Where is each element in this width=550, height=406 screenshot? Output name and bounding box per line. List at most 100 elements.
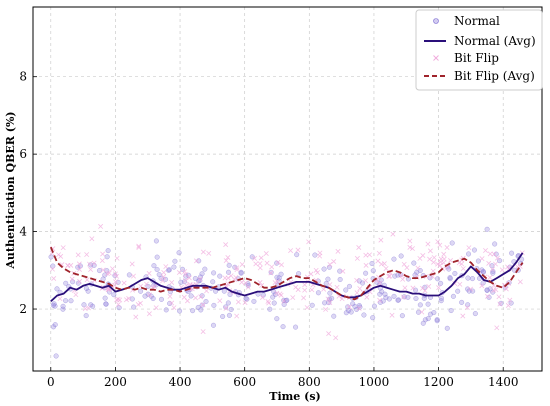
bitflip-point	[217, 298, 223, 304]
series-lines	[49, 246, 524, 302]
normal-point	[83, 313, 89, 319]
bitflip-point	[499, 267, 505, 273]
normal-point	[63, 280, 69, 286]
bitflip-point	[503, 286, 509, 292]
bitflip-point	[75, 252, 81, 258]
normal-point	[103, 301, 109, 307]
normal-point	[391, 256, 397, 262]
bitflip-scatter	[49, 223, 525, 341]
bitflip-point	[252, 255, 258, 261]
bitflip-point	[494, 325, 500, 331]
bitflip-point	[487, 275, 493, 280]
bitflip-point	[356, 305, 362, 311]
bitflip-point	[466, 245, 472, 251]
bitflip-point	[438, 256, 444, 262]
legend-bitflip-avg-label: Bit Flip (Avg)	[454, 69, 535, 83]
x-tick-label: 400	[169, 375, 192, 389]
normal-point	[417, 302, 423, 308]
normal-point	[226, 312, 232, 318]
bitflip-point	[200, 302, 206, 308]
bitflip-point	[340, 268, 346, 274]
x-axis-label: Time (s)	[269, 390, 320, 403]
bitflip-point	[163, 264, 169, 270]
bitflip-point	[331, 259, 337, 265]
normal-point	[178, 279, 184, 285]
normal-point	[415, 309, 422, 315]
bitflip-point	[505, 303, 511, 308]
bitflip-point	[197, 276, 203, 282]
bitflip-point	[483, 247, 489, 253]
bitflip-point	[327, 282, 333, 288]
legend-bitflip-label: Bit Flip	[454, 51, 499, 65]
bitflip-point	[182, 271, 188, 277]
bitflip-point	[88, 267, 94, 273]
bitflip-point	[136, 243, 142, 249]
normal-point	[171, 264, 177, 270]
bitflip-point	[264, 260, 270, 266]
bitflip-point	[333, 335, 339, 341]
bitflip-point	[401, 294, 407, 300]
normal-point	[60, 303, 66, 309]
bitflip-point	[257, 265, 263, 271]
normal-point	[196, 258, 202, 264]
bitflip-point	[288, 248, 294, 254]
bitflip-point	[407, 244, 413, 250]
bitflip-point	[464, 305, 470, 311]
bitflip-point	[114, 273, 120, 279]
bitflip-point	[415, 265, 421, 271]
bitflip-point	[161, 270, 167, 276]
normal-point	[421, 295, 427, 301]
normal-point	[163, 307, 169, 313]
bitflip-point	[130, 273, 136, 279]
bitflip-point	[377, 297, 383, 303]
bitflip-point	[274, 279, 280, 285]
legend-normal-marker	[433, 18, 439, 24]
normal-point	[465, 251, 472, 257]
bitflip-point	[494, 255, 500, 261]
x-tick-label: 800	[298, 375, 321, 389]
bitflip-point	[169, 300, 175, 306]
normal-point	[150, 295, 156, 302]
bitflip-point	[302, 287, 308, 293]
bitflip-point	[435, 239, 441, 245]
normal-point	[480, 268, 486, 274]
normal-point	[211, 302, 217, 308]
legend-normal-avg-label: Normal (Avg)	[454, 34, 536, 48]
normal-point	[251, 298, 257, 304]
normal-point	[395, 272, 401, 278]
bitflip-point	[110, 266, 115, 272]
bitflip-point	[490, 266, 496, 272]
normal-point	[126, 272, 132, 278]
bitflip-point	[223, 258, 229, 264]
bitflip-point	[198, 294, 204, 300]
x-tick-label: 1400	[488, 375, 519, 389]
bitflip-point	[309, 287, 315, 293]
x-tick-label: 1000	[359, 375, 390, 389]
normal-point	[81, 302, 87, 308]
normal-point	[276, 275, 282, 281]
normal-point	[271, 300, 277, 306]
normal-point	[280, 324, 286, 330]
normal-point	[83, 285, 89, 291]
bitflip-point	[441, 260, 447, 266]
normal-point	[382, 291, 388, 297]
normal-scatter	[48, 226, 525, 359]
normal-point	[459, 299, 465, 305]
bitflip-point	[206, 250, 212, 256]
normal-point	[465, 275, 471, 281]
normal-point	[472, 311, 478, 317]
normal-point	[484, 287, 490, 293]
normal-point	[52, 322, 58, 328]
bitflip-point	[98, 223, 104, 229]
bitflip-point	[121, 280, 127, 286]
bitflip-point	[77, 267, 83, 273]
bitflip-point	[239, 261, 245, 267]
bitflip-point	[91, 260, 97, 266]
bitflip-point	[444, 245, 450, 251]
normal-point	[348, 309, 354, 315]
bitflip-point	[115, 301, 121, 307]
bitflip-point	[263, 251, 269, 256]
normal-point	[386, 296, 392, 302]
normal-point	[405, 294, 411, 300]
